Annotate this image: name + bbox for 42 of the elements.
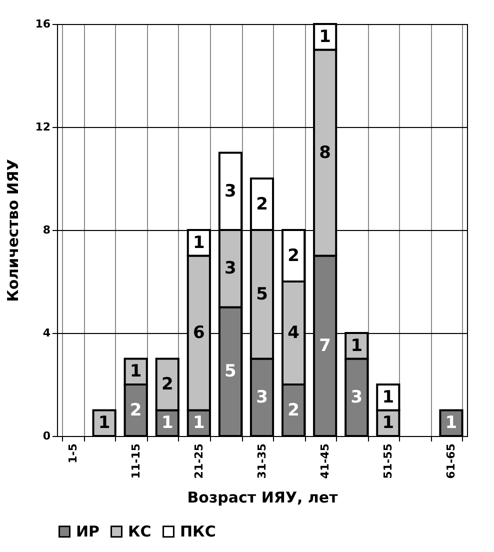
data-label: 7 bbox=[319, 336, 331, 356]
data-label: 2 bbox=[288, 246, 300, 266]
data-label: 2 bbox=[130, 400, 142, 420]
y-tick-label: 8 bbox=[42, 224, 50, 236]
data-label: 4 bbox=[288, 323, 300, 343]
data-label: 6 bbox=[193, 323, 205, 343]
legend-label: ПКС bbox=[180, 522, 216, 541]
data-label: 3 bbox=[224, 181, 236, 202]
data-label: 3 bbox=[350, 387, 363, 408]
data-label: 3 bbox=[224, 258, 236, 279]
y-tick-label: 12 bbox=[35, 120, 50, 134]
y-tick-label: 4 bbox=[42, 326, 51, 340]
data-label: 1 bbox=[319, 26, 331, 47]
data-label: 2 bbox=[161, 374, 174, 394]
data-label: 1 bbox=[130, 362, 142, 382]
x-tick-label: 61-65 bbox=[444, 444, 458, 479]
legend-label: ИР bbox=[76, 522, 100, 541]
data-label: 1 bbox=[350, 336, 363, 356]
data-label: 1 bbox=[445, 413, 458, 434]
data-label: 8 bbox=[319, 142, 331, 163]
data-label: 5 bbox=[256, 284, 268, 304]
x-tick-label: 51-55 bbox=[382, 444, 395, 479]
data-label: 1 bbox=[382, 387, 394, 408]
data-label: 2 bbox=[256, 194, 268, 214]
y-axis-title: Количество ИЯУ bbox=[4, 158, 22, 302]
x-tick-label: 21-25 bbox=[192, 444, 206, 479]
x-tick-label: 1-5 bbox=[66, 444, 80, 464]
data-label: 1 bbox=[98, 413, 110, 434]
x-tick-label: 11-15 bbox=[129, 444, 142, 479]
y-tick-label: 0 bbox=[42, 430, 51, 442]
data-label: 3 bbox=[256, 387, 268, 408]
legend-label: КС bbox=[128, 522, 152, 541]
data-label: 1 bbox=[193, 413, 205, 434]
x-tick-label: 31-35 bbox=[256, 444, 268, 479]
x-tick-label: 41-45 bbox=[318, 444, 332, 479]
data-label: 1 bbox=[161, 413, 174, 434]
data-label: 1 bbox=[382, 413, 394, 434]
y-tick-label: 16 bbox=[35, 18, 51, 30]
data-label: 5 bbox=[224, 362, 236, 382]
x-axis-title: Возраст ИЯУ, лет bbox=[187, 488, 338, 507]
data-label: 1 bbox=[193, 232, 205, 253]
data-label: 2 bbox=[288, 400, 300, 420]
